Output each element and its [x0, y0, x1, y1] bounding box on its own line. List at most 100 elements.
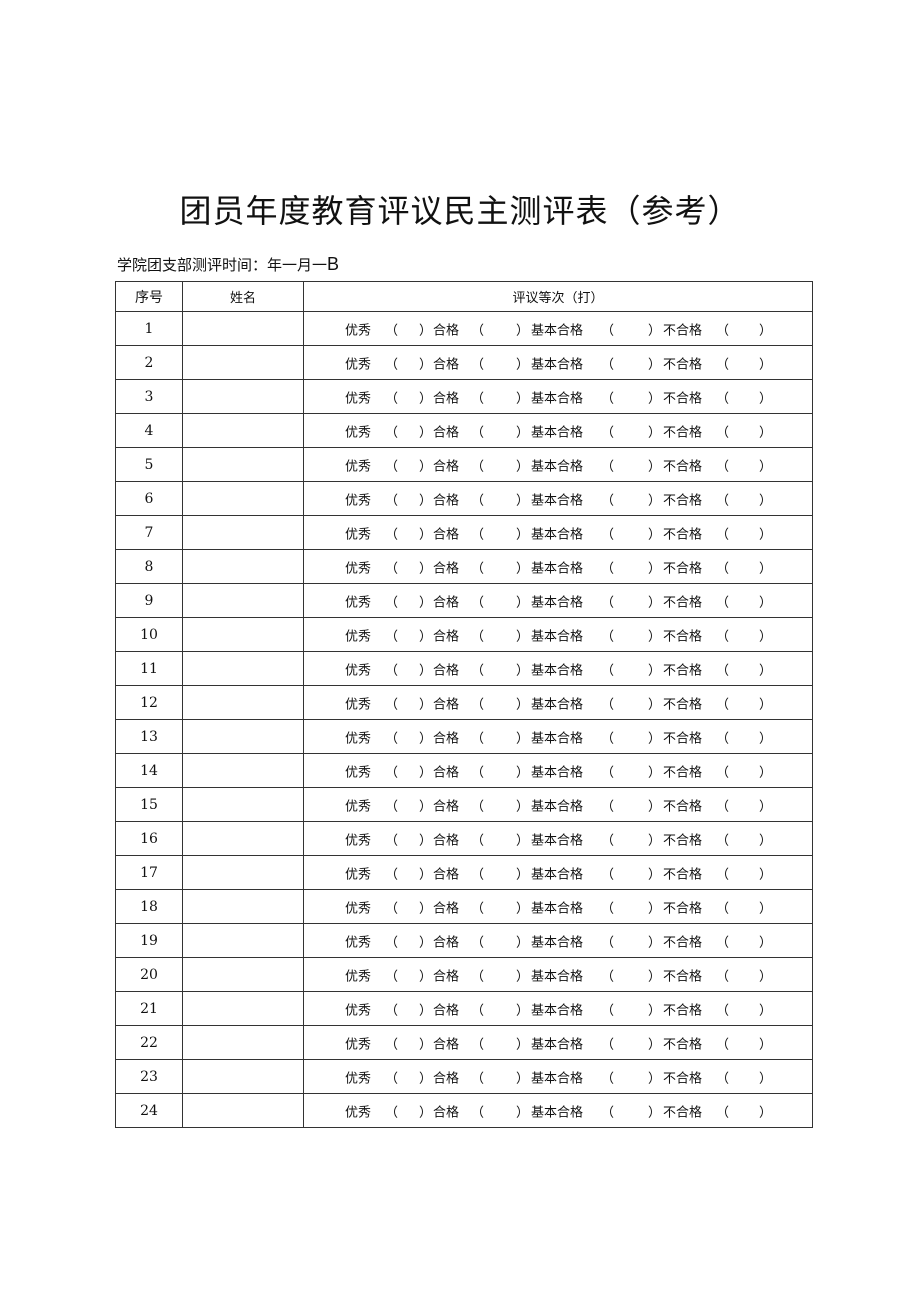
- rating-checkbox[interactable]: （: [601, 425, 615, 440]
- rating-checkbox[interactable]: （: [385, 969, 399, 984]
- rating-checkbox[interactable]: （: [716, 663, 730, 678]
- rating-checkbox[interactable]: （: [716, 697, 730, 712]
- rating-checkbox[interactable]: （: [716, 765, 730, 780]
- rating-checkbox[interactable]: （: [385, 1003, 399, 1018]
- rating-checkbox[interactable]: （: [716, 493, 730, 508]
- rating-checkbox[interactable]: （: [471, 731, 485, 746]
- rating-checkbox[interactable]: （: [601, 561, 615, 576]
- rating-checkbox[interactable]: （: [385, 765, 399, 780]
- name-cell[interactable]: [182, 617, 304, 652]
- rating-checkbox[interactable]: （: [716, 629, 730, 644]
- rating-checkbox[interactable]: （: [716, 1071, 730, 1086]
- name-cell[interactable]: [182, 447, 304, 482]
- rating-checkbox[interactable]: （: [601, 1105, 615, 1120]
- name-cell[interactable]: [182, 685, 304, 720]
- rating-checkbox[interactable]: （: [471, 1003, 485, 1018]
- name-cell[interactable]: [182, 651, 304, 686]
- name-cell[interactable]: [182, 1093, 304, 1128]
- rating-checkbox[interactable]: （: [601, 935, 615, 950]
- name-cell[interactable]: [182, 481, 304, 516]
- rating-checkbox[interactable]: （: [716, 969, 730, 984]
- rating-checkbox[interactable]: （: [716, 459, 730, 474]
- rating-checkbox[interactable]: （: [471, 901, 485, 916]
- rating-checkbox[interactable]: （: [471, 799, 485, 814]
- rating-checkbox[interactable]: （: [601, 357, 615, 372]
- rating-checkbox[interactable]: （: [716, 323, 730, 338]
- rating-checkbox[interactable]: （: [716, 1003, 730, 1018]
- rating-checkbox[interactable]: （: [471, 391, 485, 406]
- name-cell[interactable]: [182, 413, 304, 448]
- rating-checkbox[interactable]: （: [471, 459, 485, 474]
- rating-checkbox[interactable]: （: [601, 323, 615, 338]
- rating-checkbox[interactable]: （: [601, 765, 615, 780]
- name-cell[interactable]: [182, 311, 304, 346]
- rating-checkbox[interactable]: （: [471, 527, 485, 542]
- rating-checkbox[interactable]: （: [716, 595, 730, 610]
- name-cell[interactable]: [182, 889, 304, 924]
- name-cell[interactable]: [182, 855, 304, 890]
- rating-checkbox[interactable]: （: [471, 629, 485, 644]
- rating-checkbox[interactable]: （: [471, 595, 485, 610]
- rating-checkbox[interactable]: （: [601, 901, 615, 916]
- rating-checkbox[interactable]: （: [385, 357, 399, 372]
- rating-checkbox[interactable]: （: [601, 527, 615, 542]
- rating-checkbox[interactable]: （: [385, 527, 399, 542]
- rating-checkbox[interactable]: （: [385, 1071, 399, 1086]
- name-cell[interactable]: [182, 787, 304, 822]
- rating-checkbox[interactable]: （: [716, 867, 730, 882]
- rating-checkbox[interactable]: （: [471, 697, 485, 712]
- rating-checkbox[interactable]: （: [385, 697, 399, 712]
- rating-checkbox[interactable]: （: [716, 731, 730, 746]
- rating-checkbox[interactable]: （: [716, 799, 730, 814]
- name-cell[interactable]: [182, 515, 304, 550]
- rating-checkbox[interactable]: （: [385, 391, 399, 406]
- rating-checkbox[interactable]: （: [385, 1037, 399, 1052]
- name-cell[interactable]: [182, 345, 304, 380]
- rating-checkbox[interactable]: （: [385, 901, 399, 916]
- rating-checkbox[interactable]: （: [471, 663, 485, 678]
- name-cell[interactable]: [182, 583, 304, 618]
- rating-checkbox[interactable]: （: [601, 391, 615, 406]
- rating-checkbox[interactable]: （: [601, 1003, 615, 1018]
- rating-checkbox[interactable]: （: [601, 731, 615, 746]
- rating-checkbox[interactable]: （: [601, 867, 615, 882]
- rating-checkbox[interactable]: （: [716, 357, 730, 372]
- rating-checkbox[interactable]: （: [471, 867, 485, 882]
- rating-checkbox[interactable]: （: [385, 425, 399, 440]
- name-cell[interactable]: [182, 753, 304, 788]
- name-cell[interactable]: [182, 379, 304, 414]
- rating-checkbox[interactable]: （: [601, 697, 615, 712]
- rating-checkbox[interactable]: （: [385, 833, 399, 848]
- rating-checkbox[interactable]: （: [471, 561, 485, 576]
- rating-checkbox[interactable]: （: [471, 1071, 485, 1086]
- rating-checkbox[interactable]: （: [601, 459, 615, 474]
- name-cell[interactable]: [182, 1059, 304, 1094]
- name-cell[interactable]: [182, 1025, 304, 1060]
- rating-checkbox[interactable]: （: [471, 357, 485, 372]
- rating-checkbox[interactable]: （: [471, 1037, 485, 1052]
- rating-checkbox[interactable]: （: [385, 493, 399, 508]
- rating-checkbox[interactable]: （: [385, 629, 399, 644]
- rating-checkbox[interactable]: （: [601, 969, 615, 984]
- rating-checkbox[interactable]: （: [716, 935, 730, 950]
- name-cell[interactable]: [182, 549, 304, 584]
- rating-checkbox[interactable]: （: [471, 1105, 485, 1120]
- rating-checkbox[interactable]: （: [716, 1037, 730, 1052]
- rating-checkbox[interactable]: （: [385, 561, 399, 576]
- rating-checkbox[interactable]: （: [601, 595, 615, 610]
- name-cell[interactable]: [182, 821, 304, 856]
- rating-checkbox[interactable]: （: [601, 663, 615, 678]
- rating-checkbox[interactable]: （: [385, 867, 399, 882]
- rating-checkbox[interactable]: （: [601, 629, 615, 644]
- rating-checkbox[interactable]: （: [716, 833, 730, 848]
- rating-checkbox[interactable]: （: [471, 833, 485, 848]
- name-cell[interactable]: [182, 923, 304, 958]
- rating-checkbox[interactable]: （: [716, 1105, 730, 1120]
- rating-checkbox[interactable]: （: [385, 323, 399, 338]
- rating-checkbox[interactable]: （: [601, 493, 615, 508]
- rating-checkbox[interactable]: （: [385, 663, 399, 678]
- rating-checkbox[interactable]: （: [716, 561, 730, 576]
- rating-checkbox[interactable]: （: [385, 459, 399, 474]
- rating-checkbox[interactable]: （: [601, 1071, 615, 1086]
- rating-checkbox[interactable]: （: [471, 425, 485, 440]
